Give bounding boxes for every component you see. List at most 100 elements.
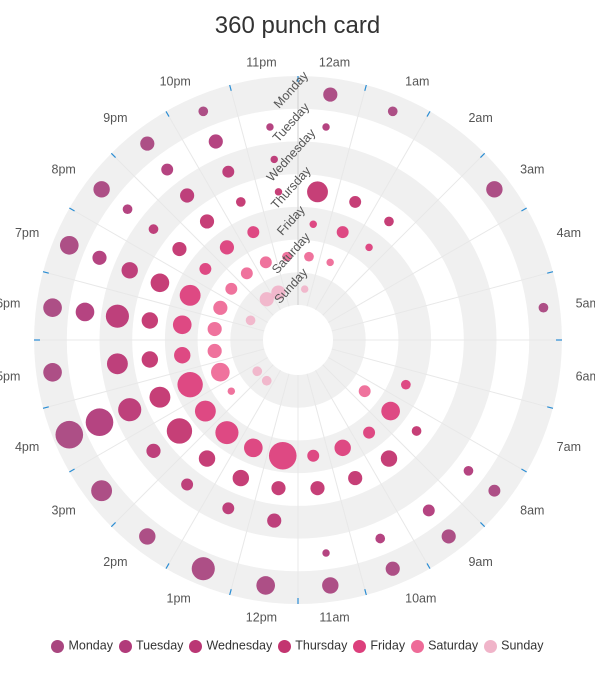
legend-label: Tuesday	[135, 639, 184, 654]
data-point-tuesday	[75, 302, 95, 322]
radial-gridline	[165, 370, 281, 569]
legend-swatch	[353, 639, 367, 653]
data-point-thursday	[141, 351, 159, 368]
data-point-monday	[140, 136, 155, 151]
legend-swatch	[189, 639, 203, 653]
data-point-wednesday	[222, 165, 235, 178]
data-point-wednesday	[105, 304, 129, 328]
data-point-wednesday	[181, 478, 194, 491]
chart-title: 360 punch card	[214, 12, 381, 39]
data-point-friday	[268, 441, 297, 470]
hour-label: 3am	[520, 163, 544, 177]
data-point-thursday	[349, 195, 362, 208]
hour-tick	[480, 522, 486, 528]
data-point-friday	[307, 449, 320, 462]
legend-item-tuesday[interactable]: Tuesday	[118, 638, 184, 654]
radial-gridline	[229, 84, 290, 307]
data-point-wednesday	[270, 155, 278, 164]
data-point-thursday	[274, 188, 283, 196]
hour-label: 10am	[405, 592, 436, 606]
data-point-thursday	[380, 450, 398, 467]
data-point-tuesday	[208, 134, 223, 149]
legend-swatch	[278, 639, 292, 653]
data-point-saturday	[240, 267, 253, 280]
hour-label: 4am	[557, 226, 581, 240]
data-point-saturday	[326, 258, 334, 267]
hour-label: 8pm	[52, 163, 76, 177]
data-point-sunday	[271, 285, 286, 300]
radial-gridline	[165, 111, 281, 310]
legend-item-saturday[interactable]: Saturday	[411, 638, 478, 653]
radial-gridline	[229, 373, 290, 596]
data-point-wednesday	[222, 502, 235, 515]
hour-label: 6am	[576, 370, 595, 384]
data-point-thursday	[172, 241, 187, 257]
legend-item-wednesday[interactable]: Wednesday	[189, 638, 272, 653]
data-point-thursday	[166, 418, 193, 444]
hour-label: 6pm	[0, 296, 20, 310]
hour-tick	[110, 522, 116, 528]
data-point-saturday	[225, 282, 238, 295]
data-point-sunday	[259, 292, 274, 307]
data-point-monday	[59, 235, 79, 255]
radial-gridline	[331, 348, 554, 409]
data-point-monday	[93, 181, 110, 198]
data-point-friday	[179, 284, 201, 306]
data-point-friday	[401, 379, 411, 390]
data-point-friday	[174, 347, 191, 364]
legend-swatch	[484, 639, 498, 653]
data-point-monday	[387, 106, 398, 117]
data-point-wednesday	[118, 398, 142, 422]
data-point-thursday	[149, 386, 171, 408]
hour-tick	[364, 84, 367, 91]
radial-gridline	[315, 370, 431, 569]
data-point-tuesday	[322, 123, 330, 131]
data-point-friday	[199, 262, 212, 275]
data-point-monday	[91, 480, 113, 502]
hour-label: 1am	[405, 74, 429, 88]
radial-gridline	[306, 84, 367, 307]
hour-label: 10pm	[160, 74, 191, 88]
data-point-monday	[538, 302, 549, 313]
data-point-tuesday	[92, 250, 107, 265]
radial-gridline	[110, 152, 274, 316]
data-point-friday	[219, 240, 235, 255]
data-point-thursday	[411, 426, 422, 436]
hour-tick	[480, 152, 486, 158]
data-point-tuesday	[463, 465, 474, 476]
data-point-saturday	[207, 343, 222, 359]
legend-label: Wednesday	[206, 639, 273, 654]
data-point-sunday	[252, 366, 263, 377]
radial-gridline	[331, 271, 554, 332]
legend-item-monday[interactable]: Monday	[51, 638, 113, 653]
data-point-friday	[334, 439, 351, 457]
data-point-monday	[385, 561, 400, 576]
hour-ticks	[34, 76, 562, 604]
hour-label: 11am	[319, 611, 349, 625]
data-point-monday	[139, 528, 156, 545]
radial-gridline	[42, 271, 265, 332]
data-point-friday	[381, 401, 400, 421]
data-point-monday	[441, 529, 456, 544]
radial-gridline	[69, 357, 268, 473]
hour-tick	[547, 406, 554, 409]
data-point-thursday	[141, 312, 159, 329]
data-point-tuesday	[375, 533, 386, 544]
data-point-monday	[488, 484, 501, 497]
legend-item-friday[interactable]: Friday	[353, 638, 405, 653]
hour-label: 12am	[319, 55, 350, 69]
legend-item-thursday[interactable]: Thursday	[278, 638, 347, 653]
data-point-wednesday	[267, 513, 282, 528]
hour-label: 9am	[468, 555, 492, 569]
hour-label: 7am	[557, 440, 581, 454]
hour-label: 2pm	[103, 555, 127, 569]
data-point-sunday	[300, 285, 309, 293]
legend-item-sunday[interactable]: Sunday	[484, 638, 544, 653]
hour-tick	[426, 111, 431, 117]
data-point-friday	[215, 421, 239, 445]
data-point-friday	[172, 315, 192, 335]
data-point-wednesday	[106, 353, 128, 375]
data-point-wednesday	[146, 443, 161, 458]
radial-gridline	[42, 348, 265, 409]
